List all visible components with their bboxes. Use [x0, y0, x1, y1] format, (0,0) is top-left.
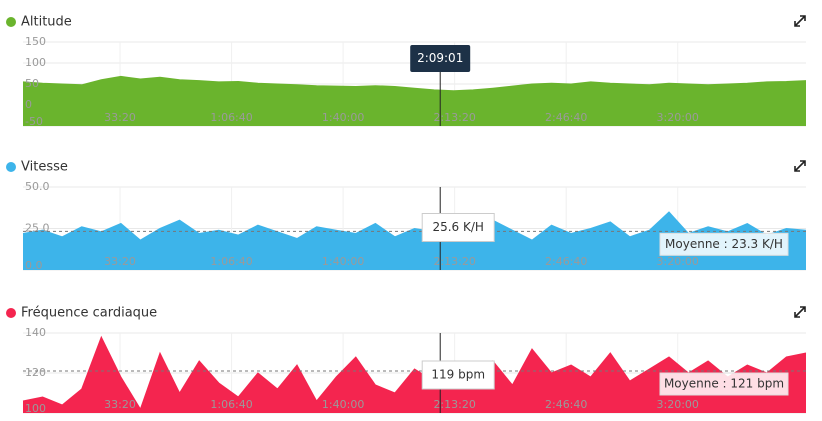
legend-dot [6, 162, 16, 172]
chart-title: Altitude [21, 15, 72, 30]
mean-label-box [659, 372, 789, 396]
legend-dot [6, 17, 16, 27]
y-tick-label: 50 [25, 77, 39, 90]
area-line [22, 211, 807, 241]
area-fill [23, 337, 806, 413]
y-tick-label: 0.0 [25, 259, 43, 272]
x-tick-label: 1:40:00 [322, 111, 364, 124]
cursor-tooltip [410, 45, 471, 72]
cursor-tooltip-label: 25.6 K/H [432, 220, 483, 234]
y-tick-label: 25.0 [25, 222, 50, 235]
y-tick-label: 100 [25, 56, 46, 69]
x-tick-label: 2:13:20 [433, 398, 475, 411]
y-tick-label: -50 [25, 115, 43, 128]
mean-label-box [659, 232, 789, 256]
x-tick-label: 2:46:40 [545, 255, 587, 268]
expand-icon[interactable] [794, 15, 806, 318]
x-tick-label: 1:40:00 [322, 398, 364, 411]
y-tick-label: 50.0 [25, 180, 50, 193]
legend-dot [6, 308, 16, 318]
x-tick-label: 33:20 [104, 255, 136, 268]
mean-label: Moyenne : 121 bpm [664, 377, 784, 391]
y-tick-label: 0 [25, 98, 32, 111]
x-tick-label: 3:20:00 [657, 398, 699, 411]
x-tick-label: 1:06:40 [210, 255, 252, 268]
x-tick-label: 2:46:40 [545, 398, 587, 411]
x-tick-label: 3:20:00 [657, 255, 699, 268]
cursor-tooltip [421, 213, 495, 243]
y-tick-label: 150 [25, 35, 46, 48]
x-tick-label: 1:40:00 [322, 255, 364, 268]
x-tick-label: 2:46:40 [545, 111, 587, 124]
x-tick-label: 1:06:40 [210, 111, 252, 124]
y-tick-label: 100 [25, 402, 46, 415]
cursor-tooltip-label: 2:09:01 [417, 51, 463, 65]
x-tick-label: 33:20 [104, 398, 136, 411]
x-tick-label: 3:20:00 [657, 111, 699, 124]
x-tick-label: 2:13:20 [433, 111, 475, 124]
chart-title: Fréquence cardiaque [21, 306, 157, 321]
area-fill [23, 211, 806, 270]
x-tick-label: 2:13:20 [433, 255, 475, 268]
cursor-tooltip [421, 360, 495, 390]
mean-label: Moyenne : 23.3 K/H [665, 237, 783, 251]
chart-title: Vitesse [21, 160, 68, 175]
x-tick-label: 33:20 [104, 111, 136, 124]
area-line [22, 335, 807, 411]
y-tick-label: 140 [25, 326, 46, 339]
area-line [22, 75, 807, 92]
y-tick-label: 120 [25, 366, 46, 379]
x-tick-label: 1:06:40 [210, 398, 252, 411]
area-fill [23, 76, 806, 126]
cursor-tooltip-label: 119 bpm [431, 368, 485, 382]
